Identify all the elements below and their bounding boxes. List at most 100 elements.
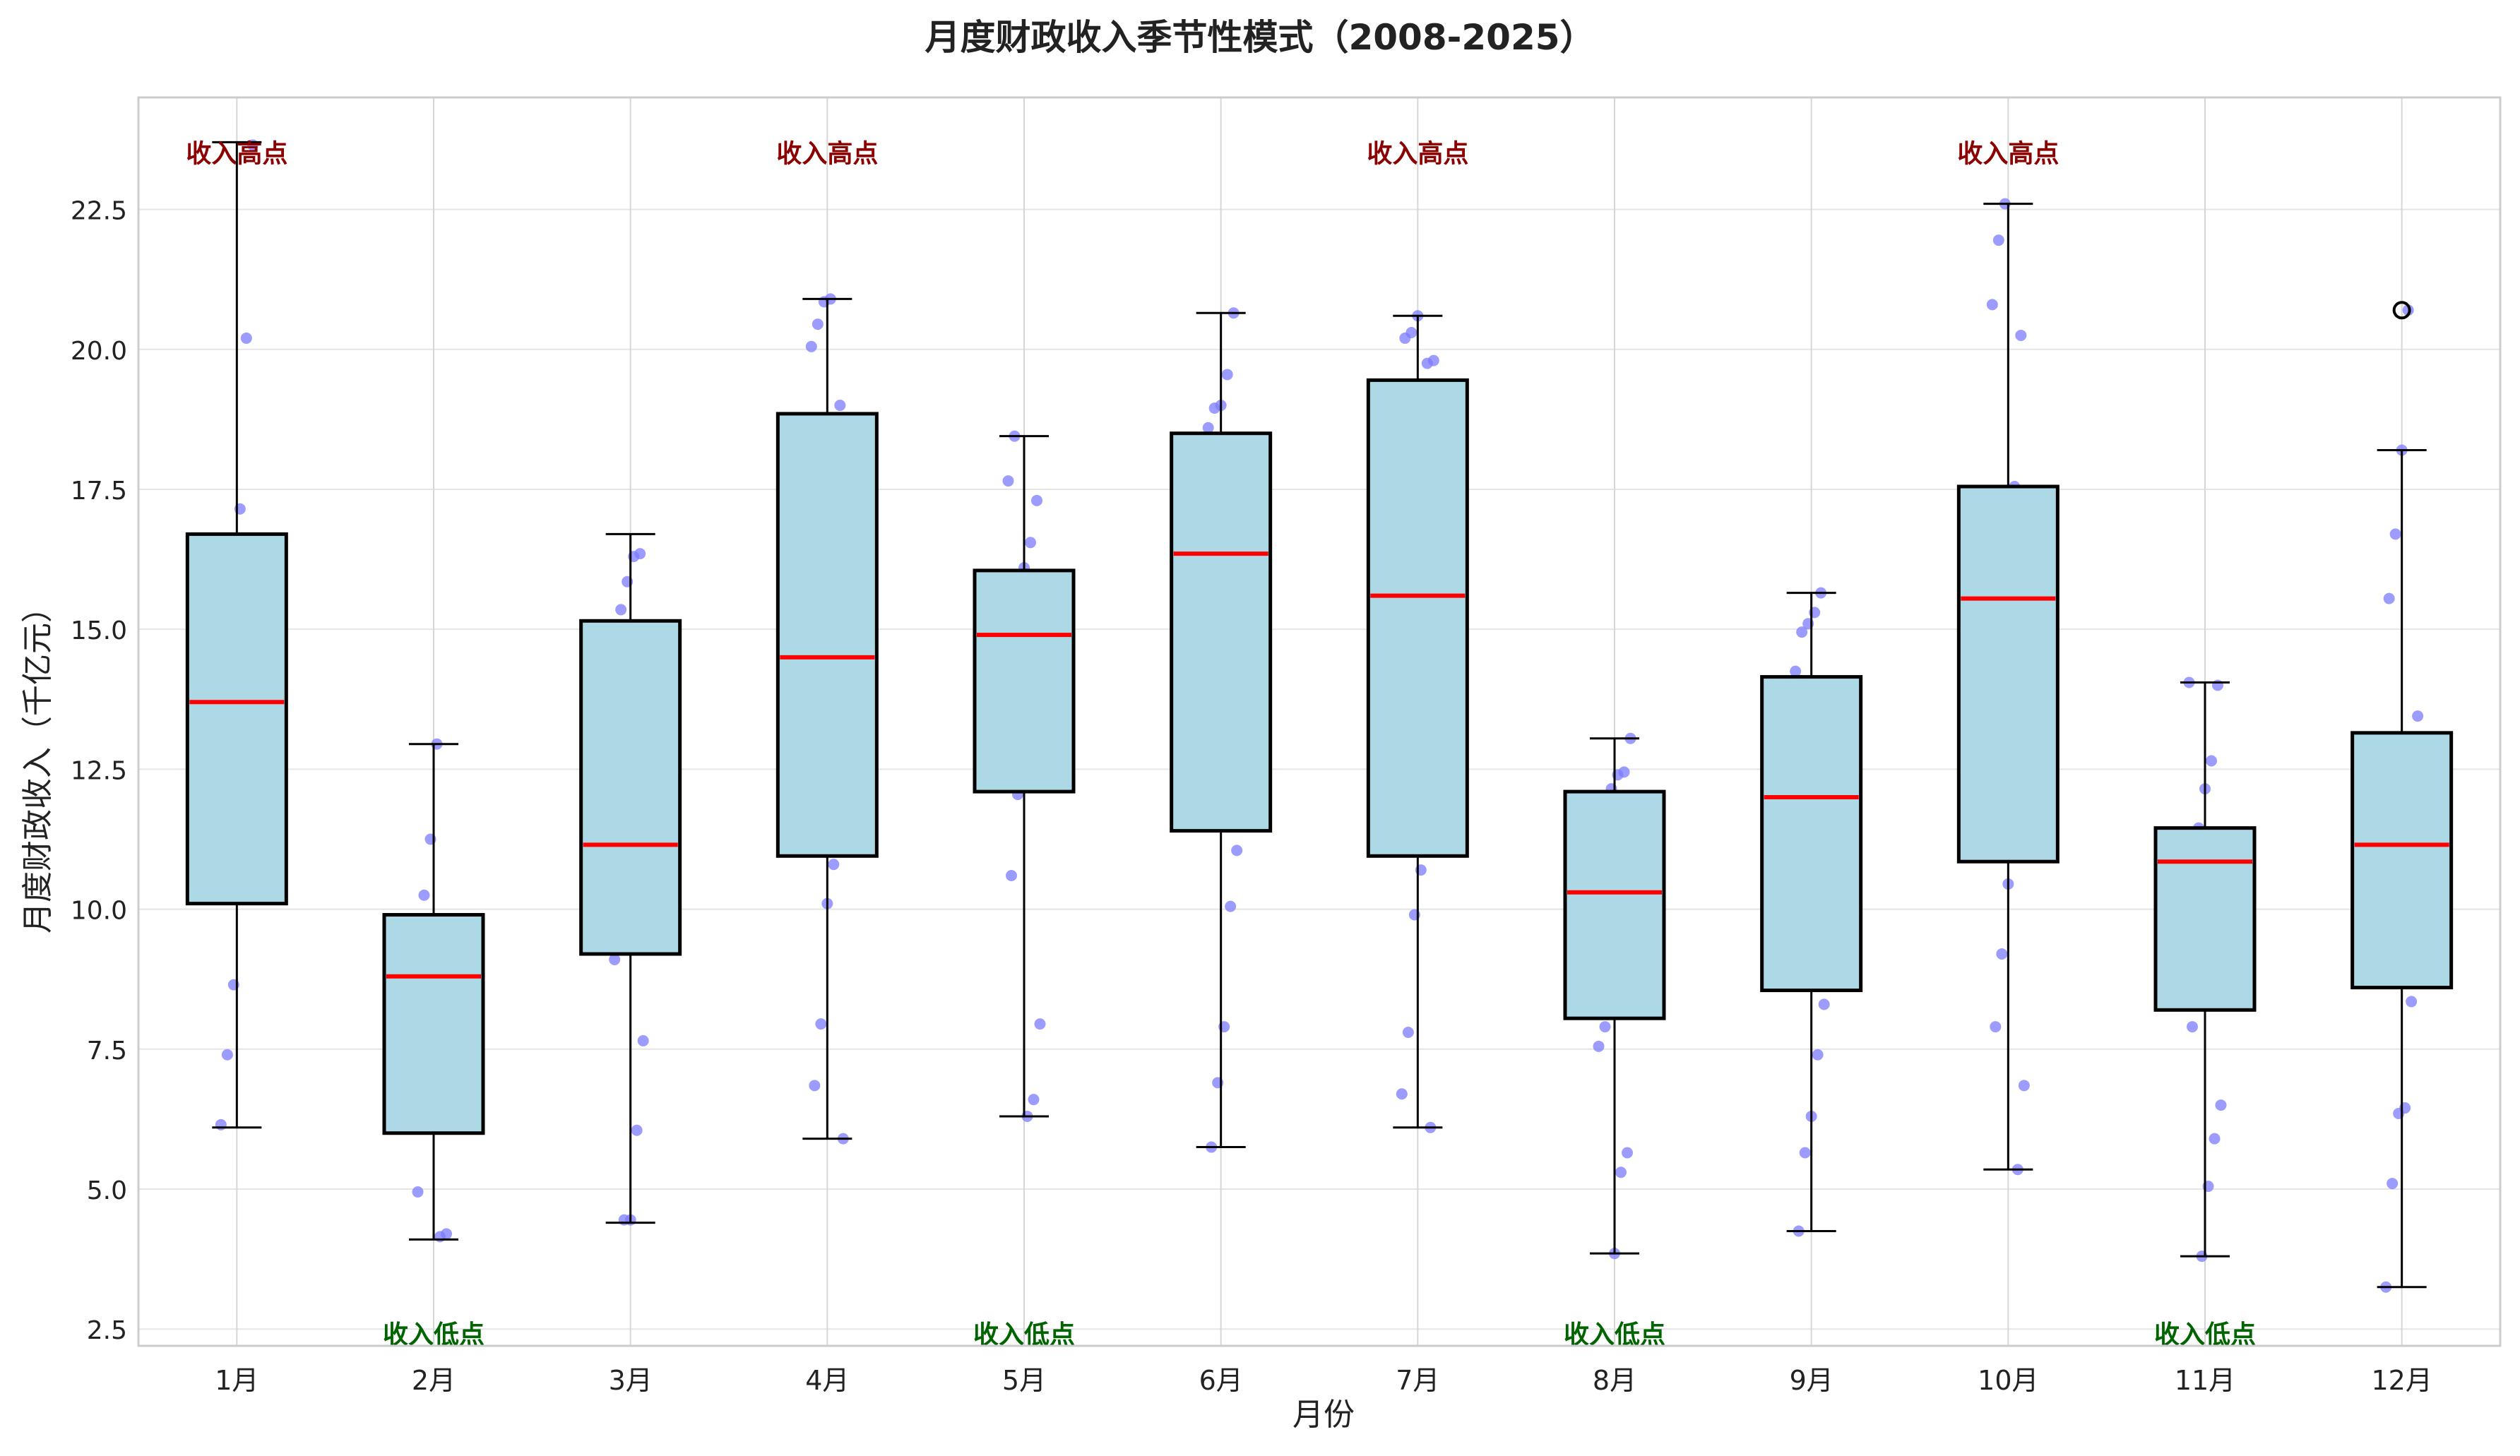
annotation-low: 收入低点 <box>973 1320 1075 1349</box>
data-point <box>1402 1027 1414 1039</box>
x-tick-label: 9月 <box>1790 1365 1833 1396</box>
data-point <box>809 1080 821 1092</box>
data-point <box>2389 528 2401 540</box>
data-point <box>1427 354 1439 366</box>
x-tick-label: 8月 <box>1593 1365 1636 1396</box>
points-layer <box>215 139 2424 1293</box>
annotation-low: 收入低点 <box>2154 1320 2256 1349</box>
annotation-high: 收入高点 <box>1957 139 2059 168</box>
annotation-low: 收入低点 <box>383 1320 485 1349</box>
data-point <box>1221 369 1233 381</box>
data-point <box>1599 1021 1611 1033</box>
x-tick-label: 2月 <box>412 1365 456 1396</box>
box <box>1366 378 1469 858</box>
y-tick-label: 20.0 <box>71 337 127 366</box>
data-point <box>1231 845 1243 857</box>
box <box>1170 431 1273 833</box>
x-tick-label: 11月 <box>2175 1365 2235 1396</box>
data-point <box>615 604 627 616</box>
box <box>1760 675 1863 993</box>
data-point <box>1006 870 1017 882</box>
data-point <box>2383 592 2395 604</box>
data-point <box>1986 299 1998 311</box>
data-point <box>637 1034 649 1046</box>
box <box>185 532 288 906</box>
data-point <box>215 1118 227 1130</box>
data-point <box>2015 329 2027 341</box>
data-point <box>2387 1178 2399 1190</box>
box <box>1563 789 1666 1020</box>
data-point <box>1396 1088 1408 1100</box>
box <box>2350 731 2454 990</box>
data-point <box>1799 1147 1811 1159</box>
y-tick-label: 2.5 <box>87 1316 127 1345</box>
data-point <box>631 1124 643 1136</box>
data-point <box>1990 1021 2002 1033</box>
data-point <box>828 859 840 871</box>
box <box>2153 826 2257 1012</box>
data-point <box>1996 948 2008 960</box>
data-point <box>2187 1021 2198 1033</box>
box <box>579 619 682 956</box>
data-point <box>2412 710 2424 722</box>
x-axis-label: 月份 <box>1292 1397 1355 1433</box>
data-point <box>412 1186 424 1198</box>
y-tick-label: 10.0 <box>71 897 127 926</box>
grid-layer <box>138 97 2500 1346</box>
y-tick-label: 22.5 <box>71 197 127 226</box>
data-point <box>441 1228 452 1240</box>
x-tick-label: 7月 <box>1396 1365 1439 1396</box>
data-point <box>1028 1094 1040 1106</box>
data-point <box>2215 1099 2227 1111</box>
y-axis-label: 月度财政收入（千亿元） <box>20 592 56 933</box>
x-tick-label: 6月 <box>1199 1365 1243 1396</box>
data-point <box>609 953 621 965</box>
data-point <box>1002 475 1014 487</box>
data-point <box>2406 996 2418 1008</box>
annotation-low: 收入低点 <box>1564 1320 1665 1349</box>
box <box>382 913 485 1135</box>
data-point <box>1031 494 1042 506</box>
annotation-high: 收入高点 <box>186 139 287 168</box>
axis-layer: 2.5 5.0 7.5 10.0 12.5 15.0 17.5 20.0 22.5 1月 2月 3月 4… <box>71 96 2502 1396</box>
data-point <box>2018 1080 2030 1092</box>
x-tick-label: 1月 <box>215 1365 258 1396</box>
data-point <box>1615 1166 1627 1178</box>
y-tick-label: 17.5 <box>71 477 127 506</box>
x-tick-label: 12月 <box>2371 1365 2432 1396</box>
annotation-high: 收入高点 <box>1367 139 1468 168</box>
data-point <box>1225 900 1237 912</box>
y-tick-label: 7.5 <box>87 1037 127 1066</box>
box <box>1956 484 2060 864</box>
data-point <box>1025 537 1036 549</box>
box <box>973 568 1076 794</box>
data-point <box>418 889 430 901</box>
data-point <box>2206 755 2217 767</box>
data-point <box>1202 422 1214 434</box>
data-point <box>2212 679 2223 691</box>
annotation-high: 收入高点 <box>776 139 878 168</box>
data-point <box>815 1018 827 1030</box>
data-point <box>1405 326 1418 338</box>
box-layer <box>185 141 2454 1289</box>
data-point <box>812 318 824 330</box>
x-tick-label: 3月 <box>609 1365 653 1396</box>
data-point <box>1618 766 1630 778</box>
x-tick-label: 4月 <box>805 1365 849 1396</box>
data-point <box>1622 1147 1633 1159</box>
chart-title: 月度财政收入季节性模式（2008-2025） <box>925 17 1595 58</box>
data-point <box>2209 1133 2221 1145</box>
data-point <box>221 1049 233 1061</box>
data-point <box>834 400 846 412</box>
data-point <box>1796 626 1808 638</box>
y-tick-label: 5.0 <box>87 1176 127 1205</box>
data-point <box>634 548 646 560</box>
data-point <box>240 332 252 344</box>
outlier-marker <box>2392 301 2411 320</box>
data-point <box>1034 1018 1046 1030</box>
data-point <box>1593 1040 1605 1052</box>
box <box>775 412 879 858</box>
y-tick-label: 12.5 <box>71 756 127 785</box>
